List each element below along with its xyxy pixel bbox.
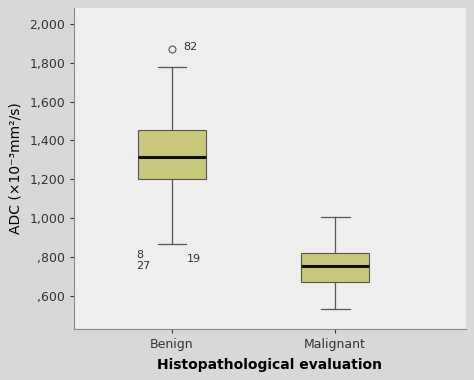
X-axis label: Histopathological evaluation: Histopathological evaluation: [157, 358, 383, 372]
Text: 8: 8: [136, 250, 143, 260]
Y-axis label: ADC (×10⁻³mm²/s): ADC (×10⁻³mm²/s): [9, 103, 22, 234]
Bar: [138, 130, 206, 179]
Text: 27: 27: [136, 261, 150, 271]
Text: 82: 82: [183, 42, 198, 52]
Bar: [301, 253, 369, 282]
Text: 19: 19: [187, 254, 201, 264]
